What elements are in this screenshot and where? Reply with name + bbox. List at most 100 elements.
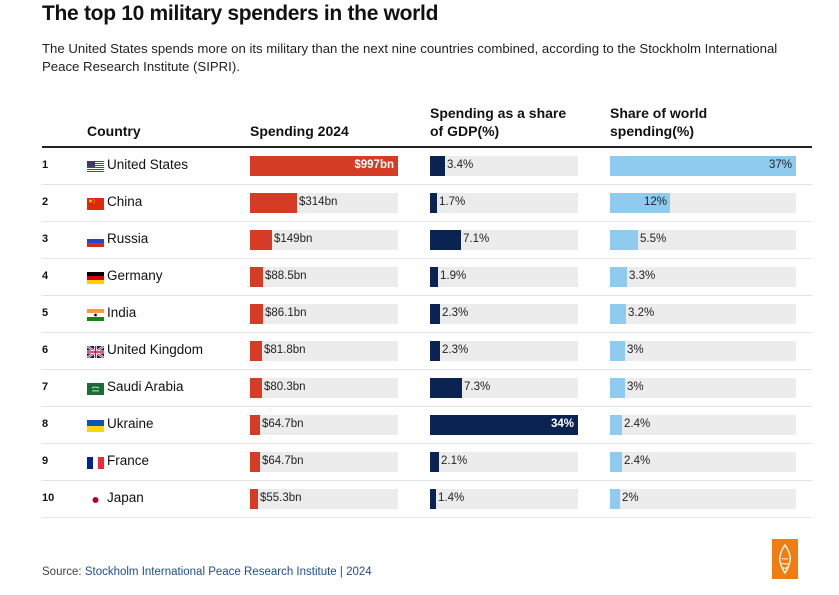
source-link[interactable]: Stockholm International Peace Research I…	[84, 566, 372, 578]
world-share-bar: 37%	[610, 156, 796, 176]
country-name: Ukraine	[107, 416, 154, 431]
spending-bar-fill	[250, 341, 262, 361]
spending-bar-fill	[250, 267, 263, 287]
world-share-bar: 2.4%	[610, 452, 796, 472]
country-name: France	[107, 453, 150, 468]
gdp-share-bar-fill	[430, 304, 440, 324]
rank-number: 2	[42, 196, 49, 208]
row-divider	[42, 406, 812, 407]
gdp-share-bar-fill	[430, 415, 578, 435]
column-header-world: Share of world spending(%)	[610, 104, 707, 140]
gdp-share-bar-fill	[430, 230, 461, 250]
world-share-bar-fill	[610, 489, 620, 509]
country-name: United Kingdom	[107, 342, 204, 357]
gdp-share-bar: 1.4%	[430, 489, 578, 509]
gdp-share-bar-fill	[430, 193, 437, 213]
world-share-bar-fill	[610, 415, 622, 435]
world-share-bar: 3%	[610, 341, 796, 361]
us-flag-icon	[87, 160, 104, 173]
spending-bar-fill	[250, 415, 260, 435]
world-share-bar: 2.4%	[610, 415, 796, 435]
gdp-share-bar-fill	[430, 489, 436, 509]
gdp-share-label: 1.4%	[438, 492, 465, 504]
spending-bar-fill	[250, 193, 297, 213]
gdp-share-bar: 7.3%	[430, 378, 578, 398]
gdp-share-bar: 34%	[430, 415, 578, 435]
spending-label: $997bn	[354, 159, 394, 171]
gdp-share-bar: 1.9%	[430, 267, 578, 287]
table-row: 2 China $314bn 1.7% 12%	[42, 185, 812, 222]
gdp-share-bar: 2.1%	[430, 452, 578, 472]
in-flag-icon	[87, 308, 104, 321]
gdp-share-label: 2.1%	[441, 455, 468, 467]
jp-flag-icon	[87, 493, 104, 506]
country-name: Germany	[107, 268, 163, 283]
row-divider	[42, 369, 812, 370]
gdp-share-label: 1.7%	[439, 196, 466, 208]
gdp-share-label: 2.3%	[442, 307, 469, 319]
world-share-bar: 12%	[610, 193, 796, 213]
chart-subtitle: The United States spends more on its mil…	[42, 41, 778, 74]
al-jazeera-logo-icon	[772, 539, 798, 579]
country-name: United States	[107, 157, 189, 172]
world-share-label: 3.3%	[629, 270, 656, 282]
de-flag-icon	[87, 271, 104, 284]
cn-flag-icon	[87, 197, 104, 210]
spending-bar-fill	[250, 230, 272, 250]
table-row: 6 United Kingdom $81.8bn 2.3% 3%	[42, 333, 812, 370]
spending-bar-fill	[250, 452, 260, 472]
table-row: 8 Ukraine $64.7bn 34% 2.4%	[42, 407, 812, 444]
spending-bar: $88.5bn	[250, 267, 398, 287]
gdp-share-bar-fill	[430, 156, 445, 176]
spending-bar: $80.3bn	[250, 378, 398, 398]
spending-label: $314bn	[299, 196, 338, 208]
column-header-gdp-line1: Spending as a share	[430, 105, 567, 121]
world-share-bar-fill	[610, 452, 622, 472]
header-divider	[42, 146, 812, 148]
gdp-share-bar-fill	[430, 452, 439, 472]
column-header-country: Country	[87, 123, 141, 139]
row-divider	[42, 258, 812, 259]
world-share-bar: 2%	[610, 489, 796, 509]
gdp-share-bar-fill	[430, 378, 462, 398]
gdp-share-bar: 3.4%	[430, 156, 578, 176]
row-divider	[42, 184, 812, 185]
rank-number: 4	[42, 270, 49, 282]
world-share-label: 3%	[627, 344, 644, 356]
spending-label: $88.5bn	[265, 270, 307, 282]
table-row: 7 Saudi Arabia $80.3bn 7.3% 3%	[42, 370, 812, 407]
country-name: India	[107, 305, 137, 320]
rank-number: 3	[42, 233, 49, 245]
world-share-label: 12%	[644, 196, 668, 208]
spending-bar-fill	[250, 304, 263, 324]
table-row: 3 Russia $149bn 7.1% 5.5%	[42, 222, 812, 259]
row-divider	[42, 480, 812, 481]
rank-number: 1	[42, 159, 49, 171]
ua-flag-icon	[87, 419, 104, 432]
rank-number: 5	[42, 307, 49, 319]
world-share-bar-fill	[610, 267, 627, 287]
gdp-share-bar-fill	[430, 341, 440, 361]
column-header-world-line1: Share of world	[610, 105, 708, 121]
country-name: Japan	[107, 490, 144, 505]
sa-flag-icon	[87, 382, 104, 395]
world-share-label: 2.4%	[624, 455, 651, 467]
rank-number: 10	[42, 492, 55, 504]
gdp-share-bar: 1.7%	[430, 193, 578, 213]
column-header-world-line2: spending(%)	[610, 123, 694, 139]
country-name: Saudi Arabia	[107, 379, 184, 394]
ru-flag-icon	[87, 234, 104, 247]
column-header-spending: Spending 2024	[250, 123, 349, 139]
gdp-share-label: 34%	[550, 418, 574, 430]
row-divider	[42, 221, 812, 222]
world-share-label: 2%	[622, 492, 639, 504]
column-header-gdp: Spending as a share of GDP(%)	[430, 104, 566, 140]
gdp-share-label: 7.3%	[464, 381, 491, 393]
world-share-bar: 5.5%	[610, 230, 796, 250]
spending-bar: $149bn	[250, 230, 398, 250]
rank-number: 6	[42, 344, 49, 356]
gdp-share-label: 3.4%	[447, 159, 474, 171]
spending-label: $64.7bn	[262, 455, 304, 467]
spending-label: $81.8bn	[264, 344, 306, 356]
spending-bar-fill	[250, 489, 258, 509]
